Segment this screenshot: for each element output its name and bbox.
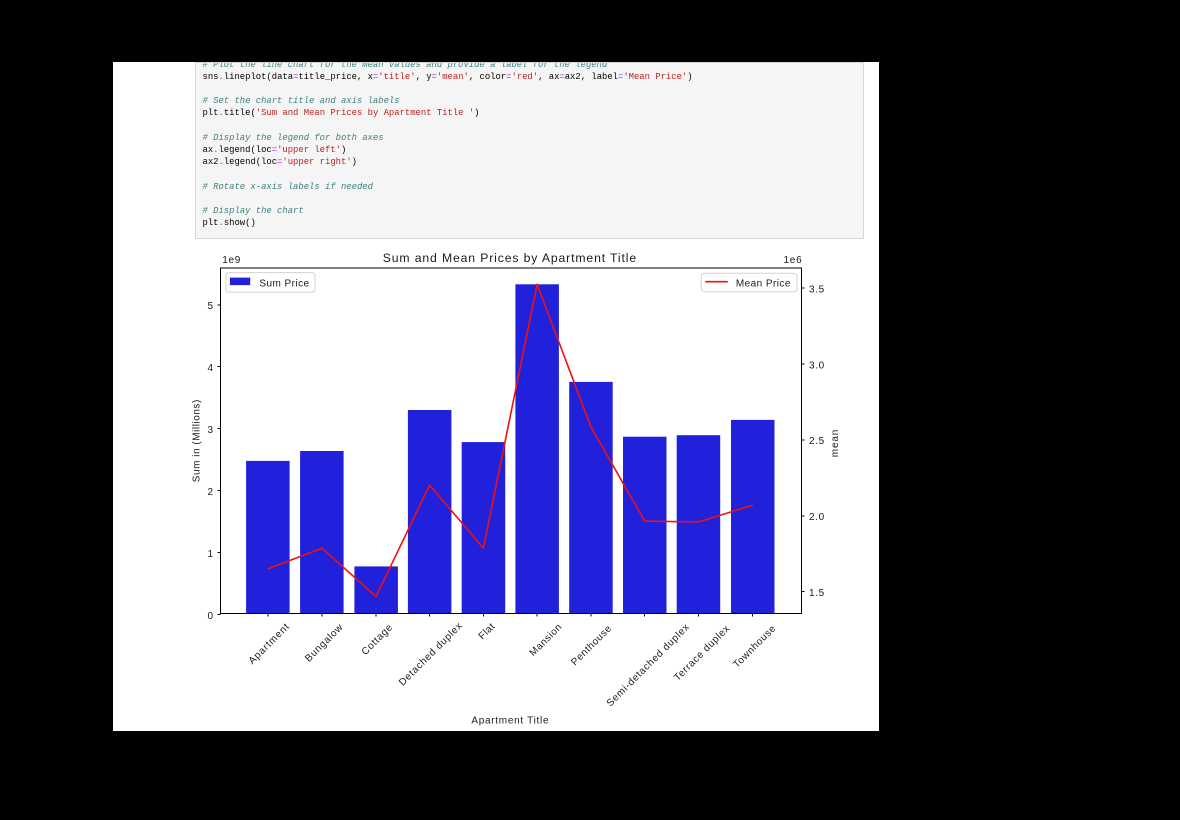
svg-text:1.5: 1.5 xyxy=(809,588,825,599)
svg-text:1e6: 1e6 xyxy=(784,255,803,266)
svg-text:Detached duplex: Detached duplex xyxy=(397,620,465,688)
svg-text:4: 4 xyxy=(207,363,213,374)
svg-text:1e9: 1e9 xyxy=(222,255,241,266)
svg-text:Cottage: Cottage xyxy=(360,622,396,658)
svg-text:2.5: 2.5 xyxy=(809,436,825,447)
svg-text:Bungalow: Bungalow xyxy=(303,622,346,665)
svg-text:Mansion: Mansion xyxy=(528,622,565,659)
svg-text:Semi-detached duplex: Semi-detached duplex xyxy=(605,622,692,709)
svg-text:Mean Price: Mean Price xyxy=(736,278,791,289)
svg-text:5: 5 xyxy=(207,301,213,312)
svg-text:Apartment: Apartment xyxy=(247,621,293,667)
svg-text:mean: mean xyxy=(830,429,841,457)
svg-text:3: 3 xyxy=(207,425,213,436)
svg-text:1: 1 xyxy=(207,549,213,560)
svg-text:3.5: 3.5 xyxy=(809,284,825,295)
svg-text:2: 2 xyxy=(207,487,213,498)
svg-text:2.0: 2.0 xyxy=(809,512,825,523)
svg-text:Sum Price: Sum Price xyxy=(259,278,309,289)
svg-text:Flat: Flat xyxy=(477,621,498,642)
svg-text:Sum and Mean Prices by Apartme: Sum and Mean Prices by Apartment Title xyxy=(383,251,637,265)
svg-text:Penthouse: Penthouse xyxy=(569,623,614,668)
svg-text:3.0: 3.0 xyxy=(809,360,825,371)
svg-text:0: 0 xyxy=(207,611,213,622)
svg-text:Sum in (Millions): Sum in (Millions) xyxy=(192,399,203,482)
svg-text:Apartment Title: Apartment Title xyxy=(471,716,549,727)
svg-text:Townhouse: Townhouse xyxy=(731,623,778,670)
